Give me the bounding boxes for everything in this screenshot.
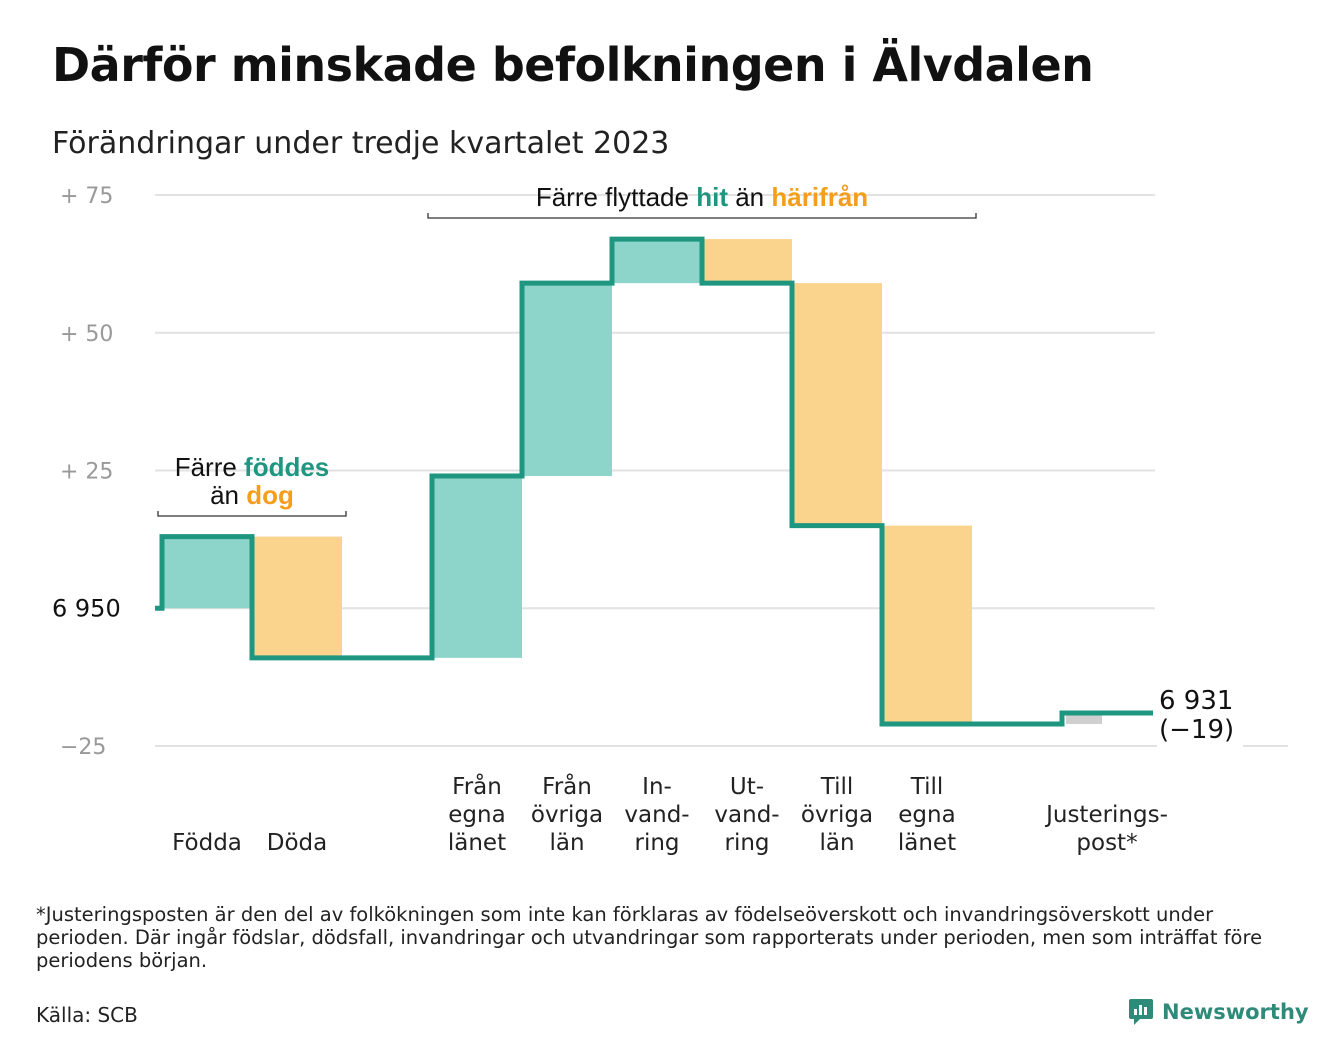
y-tick-label: + 75 <box>60 184 113 209</box>
x-category-label: Till <box>820 774 854 800</box>
x-category-label: län <box>819 830 854 856</box>
bar-decrease <box>702 239 792 284</box>
end-change-label: (−19) <box>1159 715 1234 745</box>
x-category-label: Justerings- <box>1044 802 1168 828</box>
x-category-label: Döda <box>267 830 327 856</box>
bar-decrease <box>792 283 882 526</box>
end-label-bg <box>1157 686 1243 753</box>
x-category-label: övriga <box>801 802 873 828</box>
bar-layer <box>162 239 1102 724</box>
annotation-bracket <box>427 213 977 219</box>
y-tick-label: + 25 <box>60 460 113 485</box>
x-category-label: övriga <box>531 802 603 828</box>
bar-increase <box>162 536 252 609</box>
bar-decrease <box>252 536 342 658</box>
chart-title: Därför minskade befolkningen i Älvdalen <box>52 38 1094 92</box>
chart-subtitle: Förändringar under tredje kvartalet 2023 <box>52 126 670 161</box>
annotation-bracket <box>157 511 347 517</box>
x-category-label: Från <box>452 772 502 800</box>
x-category-label: länet <box>448 830 506 856</box>
x-category-label: län <box>549 830 584 856</box>
x-category-label: Från <box>542 772 592 800</box>
bar-increase <box>612 239 702 284</box>
x-category-label: egna <box>898 802 955 828</box>
source-note: Källa: SCB <box>36 1003 138 1027</box>
x-category-label: ring <box>724 830 769 856</box>
bar-increase <box>522 283 612 477</box>
annotation-text: Färre flyttade hit än härifrån <box>536 182 868 212</box>
newsworthy-logo-icon <box>1129 999 1153 1025</box>
x-category-label: Till <box>910 774 944 800</box>
y-tick-label: 6 950 <box>52 594 121 622</box>
footnote: *Justeringsposten är den del av folkökni… <box>36 903 1263 972</box>
x-category-label: Ut- <box>730 774 764 800</box>
x-category-label: länet <box>898 830 956 856</box>
x-category-label: Födda <box>172 830 242 856</box>
brand-name: Newsworthy <box>1162 1000 1309 1024</box>
x-category-label: In- <box>642 774 672 800</box>
x-category-label: egna <box>448 802 505 828</box>
cumulative-line <box>155 236 1153 727</box>
end-value-label: 6 931 <box>1159 686 1233 716</box>
annotation-text: än dog <box>210 480 294 510</box>
brand: Newsworthy <box>1128 997 1309 1027</box>
bar-increase <box>432 476 522 658</box>
bar-decrease <box>882 525 972 724</box>
x-category-label: vand- <box>624 802 689 828</box>
x-category-label: vand- <box>714 802 779 828</box>
x-category-label: ring <box>634 830 679 856</box>
bar-adjustment <box>1066 712 1102 724</box>
y-tick-label: −25 <box>60 735 106 760</box>
line-layer <box>155 236 1153 727</box>
y-tick-label: + 50 <box>60 322 113 347</box>
annotation-text: Färre föddes <box>175 452 330 482</box>
x-category-label: post* <box>1076 830 1137 856</box>
